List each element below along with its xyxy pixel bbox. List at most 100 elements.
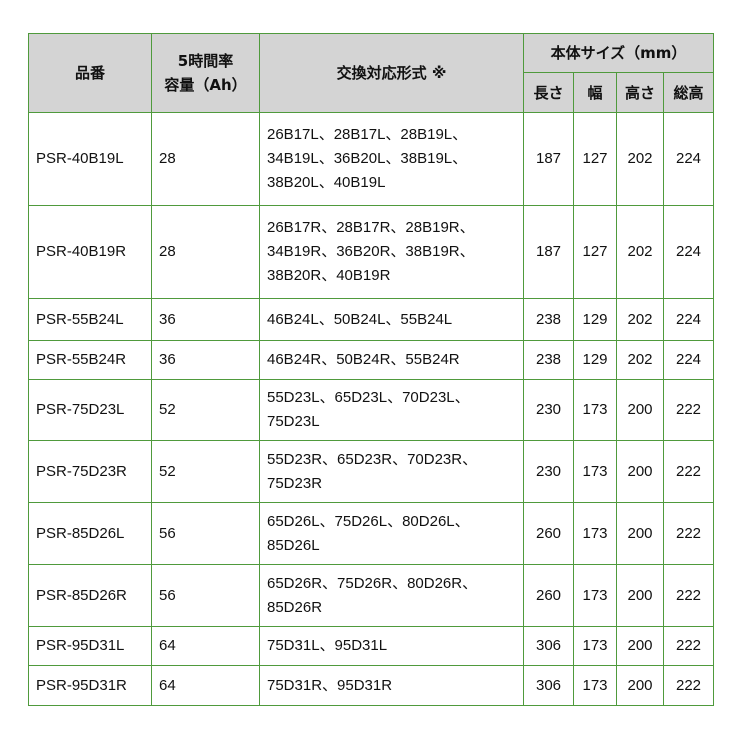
height-cell: 200 xyxy=(616,665,664,706)
capacity-cell: 36 xyxy=(151,298,260,341)
battery-spec-table: 品番 5時間率 容量（Ah） 交換対応形式 ※ 本体サイズ（mm） 長さ 幅 高さ… xyxy=(28,33,714,706)
length-cell: 260 xyxy=(523,564,574,627)
height-cell: 200 xyxy=(616,626,664,666)
height-cell: 200 xyxy=(616,379,664,441)
table-row: PSR-55B24R 36 46B24R、50B24R、55B24R 238 129 20… xyxy=(28,340,714,380)
height-cell: 200 xyxy=(616,502,664,565)
capacity-cell: 64 xyxy=(151,626,260,666)
total-height-cell: 222 xyxy=(663,502,714,565)
compatible-line: 34B19R、36B20R、38B19R、 xyxy=(267,243,475,260)
part-number-cell: PSR-55B24L xyxy=(28,298,152,341)
height-cell: 200 xyxy=(616,564,664,627)
total-height-cell: 222 xyxy=(663,440,714,503)
total-height-cell: 224 xyxy=(663,298,714,341)
part-number-cell: PSR-95D31R xyxy=(28,665,152,706)
part-number-cell: PSR-40B19L xyxy=(28,112,152,206)
length-cell: 306 xyxy=(523,626,574,666)
height-cell: 200 xyxy=(616,440,664,503)
header-total-height: 総高 xyxy=(663,72,714,113)
compatible-line: 75D31L、95D31L xyxy=(267,637,388,654)
table-row: PSR-85D26L 56 65D26L、75D26L、80D26L、 85D26L 2… xyxy=(28,502,714,565)
compatible-line: 46B24R、50B24R、55B24R xyxy=(267,351,460,368)
table-row: PSR-75D23R 52 55D23R、65D23R、70D23R、 75D23R 2… xyxy=(28,440,714,503)
capacity-cell: 36 xyxy=(151,340,260,380)
length-cell: 187 xyxy=(523,205,574,299)
total-height-cell: 222 xyxy=(663,379,714,441)
compatible-line: 38B20L、40B19L xyxy=(267,174,386,191)
length-cell: 230 xyxy=(523,379,574,441)
part-number-cell: PSR-85D26L xyxy=(28,502,152,565)
width-cell: 173 xyxy=(573,626,617,666)
height-cell: 202 xyxy=(616,112,664,206)
width-cell: 127 xyxy=(573,205,617,299)
table-row: PSR-95D31R 64 75D31R、95D31R 306 173 200 222 xyxy=(28,665,714,706)
length-cell: 238 xyxy=(523,298,574,341)
table-row: PSR-75D23L 52 55D23L、65D23L、70D23L、 75D23L 2… xyxy=(28,379,714,441)
compatible-line: 85D26L xyxy=(267,536,320,554)
height-cell: 202 xyxy=(616,205,664,299)
table-row: PSR-40B19R 28 26B17R、28B17R、28B19R、 34B19R、… xyxy=(28,205,714,299)
header-capacity: 5時間率 容量（Ah） xyxy=(151,33,260,113)
compatible-line: 26B17L、28B17L、28B19L、 xyxy=(267,126,468,143)
part-number-cell: PSR-75D23R xyxy=(28,440,152,503)
header-width: 幅 xyxy=(573,72,617,113)
width-cell: 127 xyxy=(573,112,617,206)
capacity-cell: 56 xyxy=(151,564,260,627)
compatible-cell: 26B17L、28B17L、28B19L、 34B19L、36B20L、38B19… xyxy=(259,112,524,206)
compatible-cell: 26B17R、28B17R、28B19R、 34B19R、36B20R、38B19… xyxy=(259,205,524,299)
table-row: PSR-85D26R 56 65D26R、75D26R、80D26R、 85D26R 2… xyxy=(28,564,714,627)
width-cell: 173 xyxy=(573,564,617,627)
length-cell: 187 xyxy=(523,112,574,206)
capacity-cell: 28 xyxy=(151,205,260,299)
height-cell: 202 xyxy=(616,340,664,380)
compatible-line: 55D23R、65D23R、70D23R、 xyxy=(267,450,478,468)
compatible-line: 26B17R、28B17R、28B19R、 xyxy=(267,219,475,236)
header-size-group: 本体サイズ（mm） xyxy=(523,33,714,73)
total-height-cell: 224 xyxy=(663,205,714,299)
total-height-cell: 222 xyxy=(663,665,714,706)
part-number-cell: PSR-85D26R xyxy=(28,564,152,627)
part-number-cell: PSR-95D31L xyxy=(28,626,152,666)
length-cell: 306 xyxy=(523,665,574,706)
compatible-cell: 55D23R、65D23R、70D23R、 75D23R xyxy=(259,440,524,503)
compatible-line: 65D26L、75D26L、80D26L、 xyxy=(267,512,470,530)
height-cell: 202 xyxy=(616,298,664,341)
length-cell: 230 xyxy=(523,440,574,503)
width-cell: 173 xyxy=(573,440,617,503)
compatible-line: 65D26R、75D26R、80D26R、 xyxy=(267,574,478,592)
part-number-cell: PSR-40B19R xyxy=(28,205,152,299)
header-part-number: 品番 xyxy=(28,33,152,113)
width-cell: 173 xyxy=(573,502,617,565)
width-cell: 129 xyxy=(573,340,617,380)
part-number-cell: PSR-55B24R xyxy=(28,340,152,380)
length-cell: 238 xyxy=(523,340,574,380)
header-length: 長さ xyxy=(523,72,574,113)
compatible-cell: 46B24L、50B24L、55B24L xyxy=(259,298,524,341)
compatible-line: 85D26R xyxy=(267,598,323,616)
capacity-cell: 28 xyxy=(151,112,260,206)
capacity-cell: 52 xyxy=(151,379,260,441)
width-cell: 129 xyxy=(573,298,617,341)
total-height-cell: 224 xyxy=(663,112,714,206)
compatible-line: 75D23L xyxy=(267,413,320,430)
compatible-cell: 65D26L、75D26L、80D26L、 85D26L xyxy=(259,502,524,565)
capacity-cell: 52 xyxy=(151,440,260,503)
compatible-cell: 75D31L、95D31L xyxy=(259,626,524,666)
compatible-line: 34B19L、36B20L、38B19L、 xyxy=(267,150,468,167)
header-height: 高さ xyxy=(616,72,664,113)
width-cell: 173 xyxy=(573,665,617,706)
total-height-cell: 222 xyxy=(663,564,714,627)
compatible-line: 46B24L、50B24L、55B24L xyxy=(267,310,453,328)
compatible-line: 75D23R xyxy=(267,474,323,492)
capacity-cell: 64 xyxy=(151,665,260,706)
compatible-cell: 46B24R、50B24R、55B24R xyxy=(259,340,524,380)
part-number-cell: PSR-75D23L xyxy=(28,379,152,441)
total-height-cell: 222 xyxy=(663,626,714,666)
width-cell: 173 xyxy=(573,379,617,441)
length-cell: 260 xyxy=(523,502,574,565)
compatible-cell: 75D31R、95D31R xyxy=(259,665,524,706)
table-row: PSR-55B24L 36 46B24L、50B24L、55B24L 238 129 20… xyxy=(28,298,714,341)
capacity-line2: 容量（Ah） xyxy=(164,76,247,94)
compatible-cell: 65D26R、75D26R、80D26R、 85D26R xyxy=(259,564,524,627)
compatible-line: 75D31R、95D31R xyxy=(267,676,393,694)
